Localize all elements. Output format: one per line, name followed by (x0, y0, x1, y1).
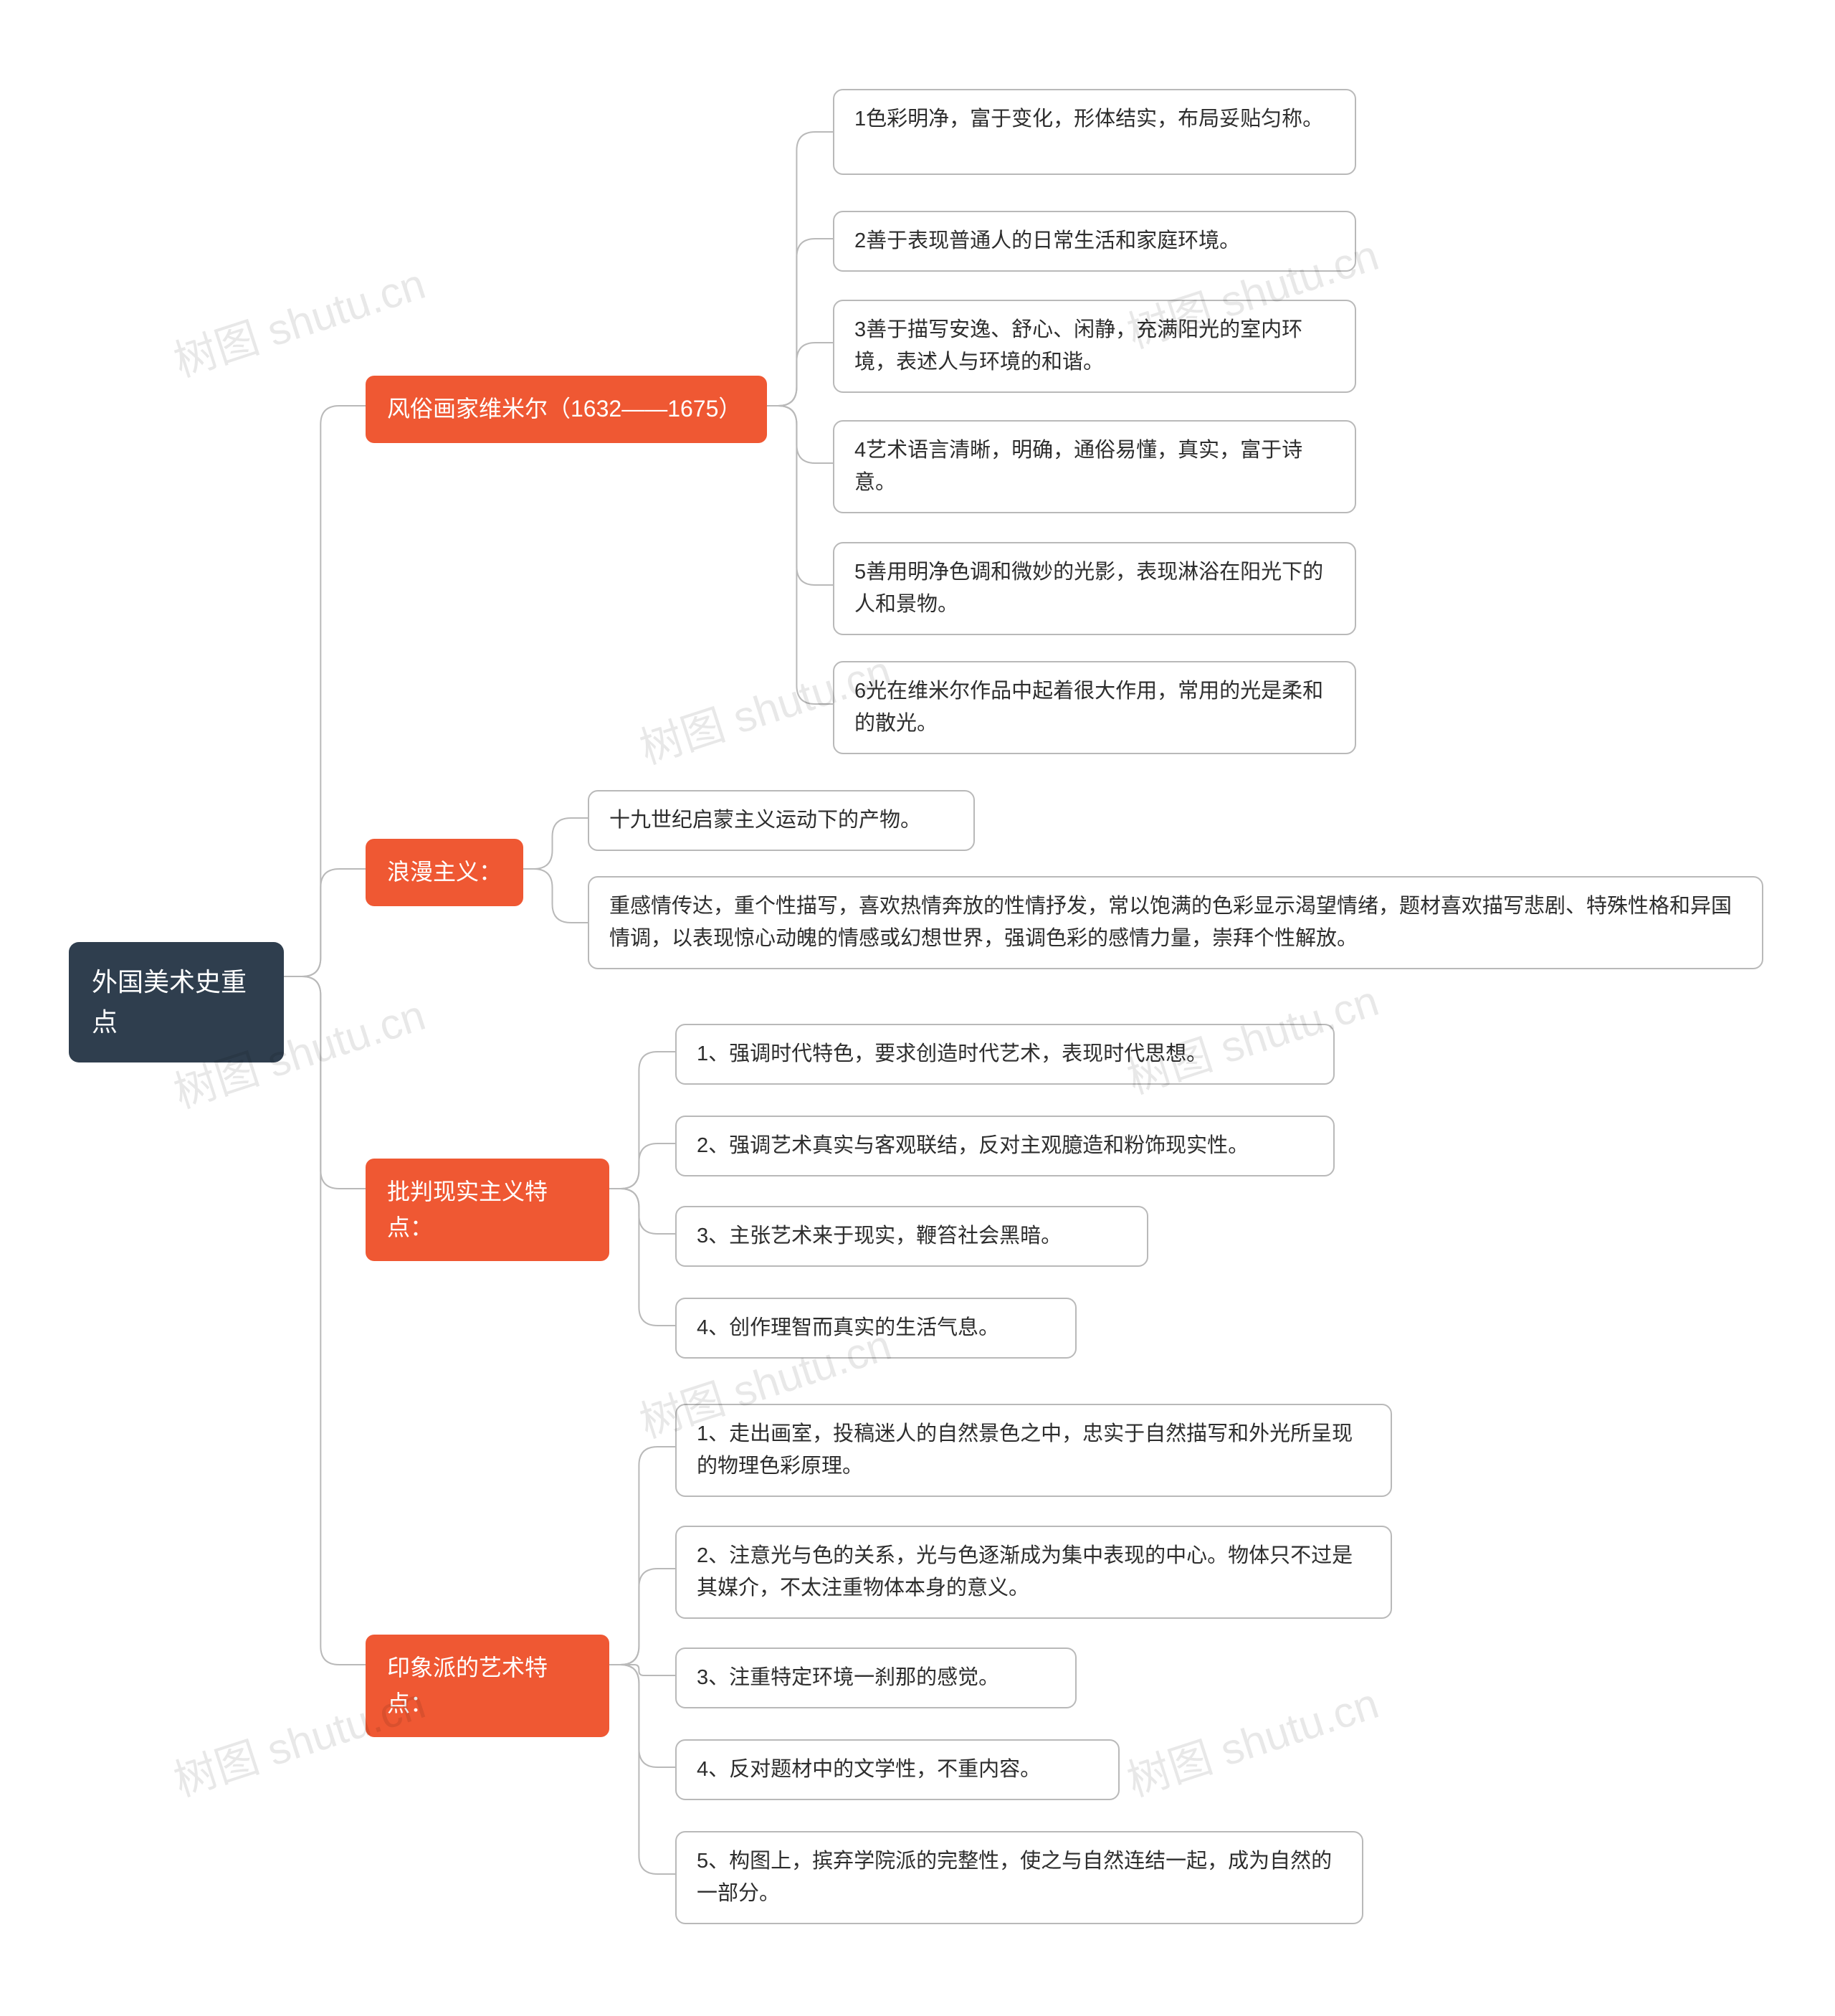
connector (609, 1143, 675, 1189)
connector (767, 132, 833, 406)
leaf-node-b1-4: 5善用明净色调和微妙的光影，表现淋浴在阳光下的人和景物。 (833, 542, 1356, 635)
watermark: 树图 shutu.cn (1118, 1669, 1386, 1809)
root-node: 外国美术史重点 (69, 942, 284, 1062)
connector (609, 1447, 675, 1665)
connector (284, 976, 366, 1189)
branch-node-b2: 浪漫主义： (366, 839, 523, 906)
connector (609, 1052, 675, 1189)
connector (523, 869, 588, 923)
connector (609, 1189, 675, 1326)
leaf-node-b1-5: 6光在维米尔作品中起着很大作用，常用的光是柔和的散光。 (833, 661, 1356, 754)
connector (523, 818, 588, 869)
connector (767, 406, 833, 463)
leaf-node-b1-0: 1色彩明净，富于变化，形体结实，布局妥贴匀称。 (833, 89, 1356, 175)
leaf-node-b4-3: 4、反对题材中的文学性，不重内容。 (675, 1739, 1120, 1800)
connector (767, 343, 833, 406)
connector (609, 1665, 675, 1874)
connector (284, 869, 366, 976)
connector (609, 1665, 675, 1767)
connector (767, 239, 833, 406)
watermark: 树图 shutu.cn (165, 249, 432, 389)
leaf-node-b2-0: 十九世纪启蒙主义运动下的产物。 (588, 790, 975, 851)
leaf-node-b4-2: 3、注重特定环境一刹那的感觉。 (675, 1647, 1077, 1708)
connector (609, 1569, 675, 1665)
leaf-node-b4-1: 2、注意光与色的关系，光与色逐渐成为集中表现的中心。物体只不过是其媒介，不太注重… (675, 1526, 1392, 1619)
connector (609, 1665, 675, 1675)
leaf-node-b3-3: 4、创作理智而真实的生活气息。 (675, 1298, 1077, 1359)
leaf-node-b1-3: 4艺术语言清晰，明确，通俗易懂，真实，富于诗意。 (833, 420, 1356, 513)
leaf-node-b1-1: 2善于表现普通人的日常生活和家庭环境。 (833, 211, 1356, 272)
branch-node-b1: 风俗画家维米尔（1632——1675） (366, 376, 767, 443)
leaf-node-b2-1: 重感情传达，重个性描写，喜欢热情奔放的性情抒发，常以饱满的色彩显示渴望情绪，题材… (588, 876, 1763, 969)
connector (284, 406, 366, 976)
branch-node-b4: 印象派的艺术特点： (366, 1635, 609, 1737)
leaf-node-b1-2: 3善于描写安逸、舒心、闲静，充满阳光的室内环境，表述人与环境的和谐。 (833, 300, 1356, 393)
leaf-node-b4-0: 1、走出画室，投稿迷人的自然景色之中，忠实于自然描写和外光所呈现的物理色彩原理。 (675, 1404, 1392, 1497)
mindmap-canvas: 外国美术史重点 风俗画家维米尔（1632——1675） 1色彩明净，富于变化，形体结… (0, 0, 1835, 2016)
leaf-node-b3-1: 2、强调艺术真实与客观联结，反对主观臆造和粉饰现实性。 (675, 1116, 1335, 1176)
branch-node-b3: 批判现实主义特点： (366, 1159, 609, 1261)
leaf-node-b3-0: 1、强调时代特色，要求创造时代艺术，表现时代思想。 (675, 1024, 1335, 1085)
connector (609, 1189, 675, 1234)
connector (767, 406, 833, 704)
leaf-node-b4-4: 5、构图上，摈弃学院派的完整性，使之与自然连结一起，成为自然的一部分。 (675, 1831, 1363, 1924)
connector (767, 406, 833, 585)
leaf-node-b3-2: 3、主张艺术来于现实，鞭笞社会黑暗。 (675, 1206, 1148, 1267)
connector (284, 976, 366, 1665)
